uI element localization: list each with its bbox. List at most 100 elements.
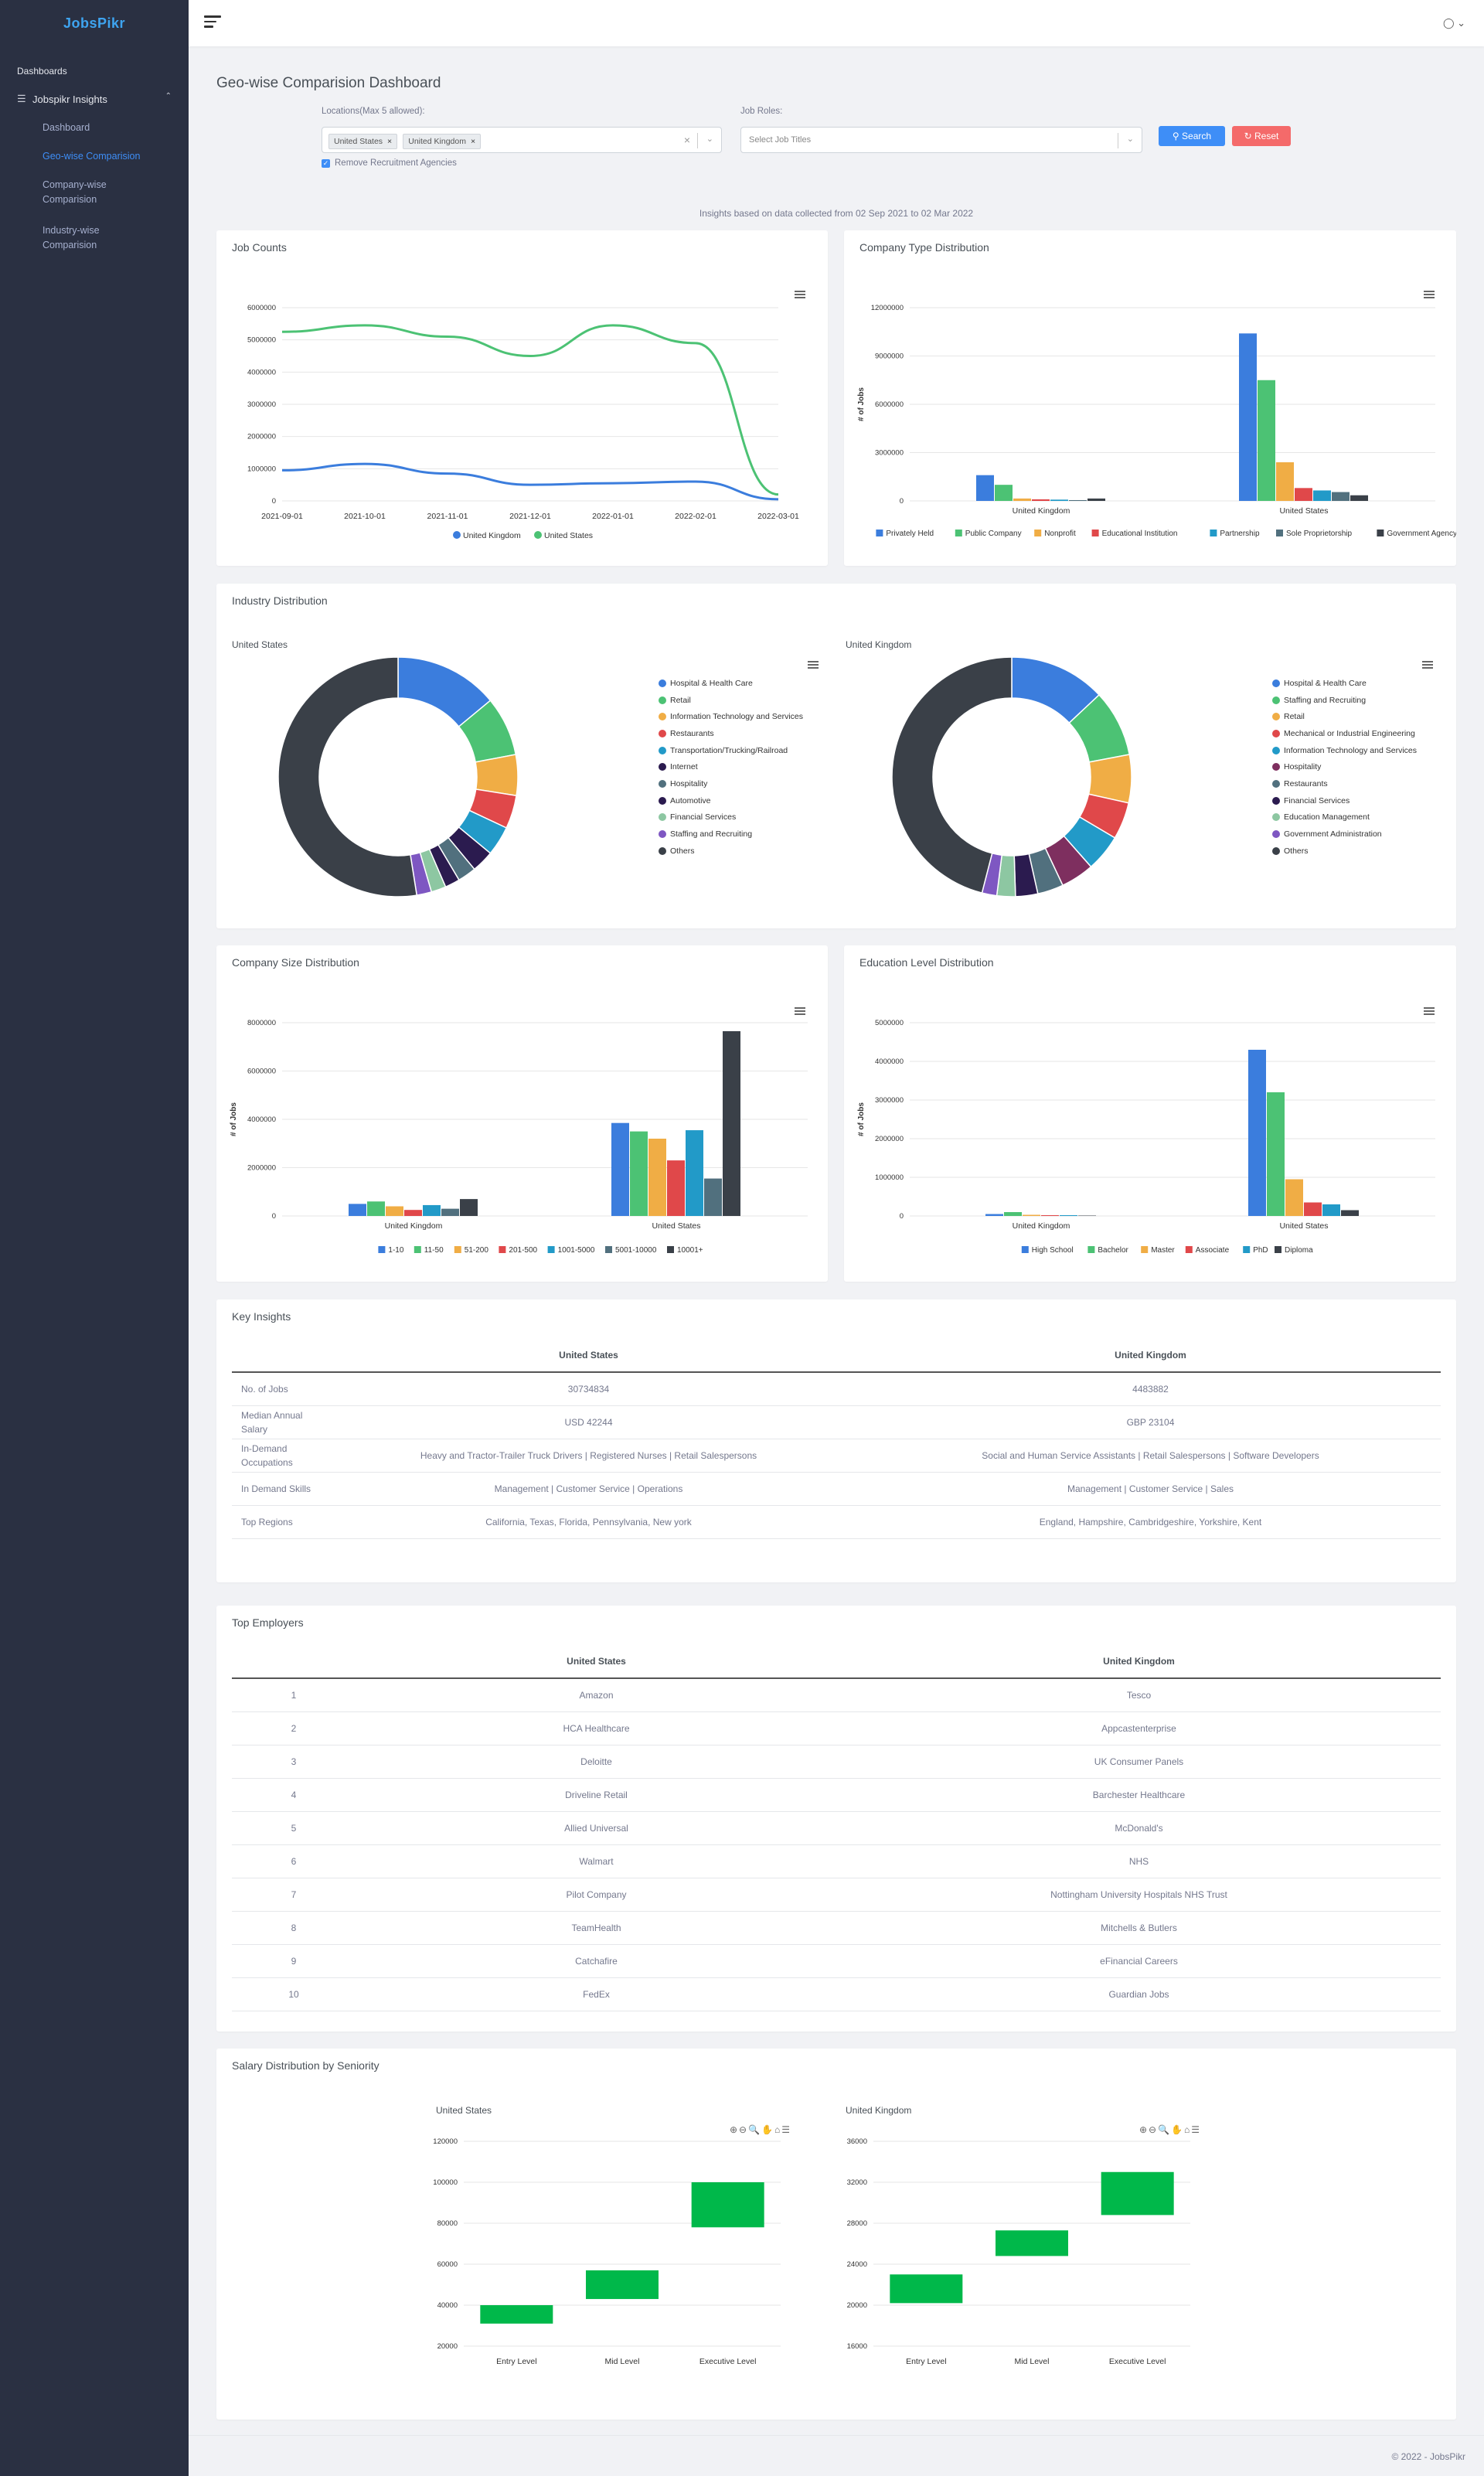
legend-item[interactable]: Hospitality — [659, 775, 803, 792]
legend-item[interactable]: Information Technology and Services — [659, 708, 803, 725]
x-tick-label: United Kingdom — [1013, 506, 1070, 516]
bar — [1267, 1092, 1285, 1216]
chart-menu-icon[interactable] — [808, 661, 819, 670]
job-counts-chart: 0 1000000 2000000 3000000 4000000 5000000 6000… — [247, 304, 799, 540]
page-title: Geo-wise Comparision Dashboard — [216, 75, 441, 91]
legend-label: Information Technology and Services — [1284, 745, 1417, 755]
legend-item[interactable]: Others — [1272, 843, 1417, 860]
legend-item[interactable]: Hospital & Health Care — [659, 675, 803, 692]
chart-menu-icon[interactable] — [795, 1007, 805, 1017]
y-axis-label: # of Jobs — [230, 1102, 238, 1136]
uk-salary-label: United Kingdom — [846, 2105, 912, 2116]
legend-label: Others — [1284, 846, 1309, 856]
y-tick-label: 40000 — [437, 2301, 458, 2310]
user-menu-icon[interactable]: ◯ ⌄ — [1442, 17, 1465, 29]
legend-marker — [659, 796, 666, 805]
clear-icon[interactable]: × — [683, 134, 690, 146]
reset-button[interactable]: ↻ Reset — [1232, 126, 1291, 146]
y-tick-label: 36000 — [847, 2137, 867, 2146]
legend-item[interactable]: Retail — [1272, 708, 1417, 725]
card-title: Salary Distribution by Seniority — [232, 2059, 380, 2072]
legend-item[interactable]: Hospitality — [1272, 758, 1417, 775]
locations-select[interactable]: United States × United Kingdom × × ⌄ — [322, 127, 722, 153]
legend-swatch — [547, 1246, 555, 1253]
remove-agencies-checkbox[interactable]: ✓ Remove Recruitment Agencies — [322, 158, 457, 168]
location-chip[interactable]: United States × — [328, 134, 398, 149]
sidebar-item-industry-wise[interactable]: Industry-wise Comparision — [43, 225, 100, 250]
legend-item[interactable]: Internet — [659, 758, 803, 775]
legend-label: Hospitality — [670, 778, 708, 788]
check-icon: ✓ — [322, 158, 330, 168]
legend-item[interactable]: Financial Services — [1272, 792, 1417, 809]
table-cell: Heavy and Tractor-Trailer Truck Drivers … — [317, 1439, 860, 1473]
legend-label: Educational Institution — [1102, 530, 1178, 538]
legend-label: Hospitality — [1284, 762, 1322, 772]
y-tick-label: 3000000 — [875, 1096, 904, 1105]
remove-chip-icon[interactable]: × — [470, 137, 476, 146]
chevron-down-icon[interactable]: ⌄ — [1126, 135, 1134, 144]
menu-toggle-icon[interactable] — [204, 15, 221, 29]
table-cell: Amazon — [356, 1678, 837, 1712]
legend-marker — [1272, 746, 1280, 754]
bar — [1013, 498, 1031, 501]
legend-label: 201-500 — [509, 1246, 537, 1255]
legend-marker — [659, 713, 666, 721]
table-cell: USD 42244 — [317, 1405, 860, 1439]
legend-item[interactable]: Transportation/Trucking/Railroad — [659, 742, 803, 759]
legend-label: Staffing and Recruiting — [1284, 695, 1367, 705]
location-chip[interactable]: United Kingdom × — [403, 134, 482, 149]
sidebar-item-geo-wise[interactable]: Geo-wise Comparision — [43, 151, 141, 162]
y-tick-label: 8000000 — [247, 1019, 276, 1027]
table-cell: eFinancial Careers — [837, 1944, 1441, 1978]
chart-menu-icon[interactable] — [795, 291, 805, 300]
table-cell: Appcastenterprise — [837, 1711, 1441, 1745]
chart-menu-icon[interactable] — [1424, 1007, 1435, 1017]
legend-item[interactable]: Others — [659, 843, 803, 860]
sidebar-group-insights[interactable]: ☰ Jobspikr Insights ⌃ — [17, 90, 172, 107]
bar — [1050, 499, 1068, 501]
table-row: 7 Pilot Company Nottingham University Hosp… — [232, 1878, 1441, 1912]
y-tick-label: 4000000 — [247, 1115, 276, 1124]
x-tick-label: United Kingdom — [385, 1221, 443, 1231]
legend-label: Transportation/Trucking/Railroad — [670, 745, 788, 755]
legend-item[interactable]: Staffing and Recruiting — [659, 826, 803, 843]
chevron-down-icon[interactable]: ⌄ — [706, 135, 713, 144]
legend-item[interactable]: Information Technology and Services — [1272, 742, 1417, 759]
legend-item[interactable]: Automotive — [659, 792, 803, 809]
search-button[interactable]: ⚲ Search — [1159, 126, 1225, 146]
chart-menu-icon[interactable] — [1424, 291, 1435, 300]
legend-item[interactable]: Restaurants — [659, 725, 803, 742]
table-row: 3 Deloitte UK Consumer Panels — [232, 1745, 1441, 1779]
legend-item[interactable]: Education Management — [1272, 809, 1417, 826]
remove-chip-icon[interactable]: × — [387, 137, 393, 146]
y-tick-label: 4000000 — [875, 1057, 904, 1066]
legend-marker — [1272, 830, 1280, 839]
legend-item[interactable]: Hospital & Health Care — [1272, 675, 1417, 692]
x-tick-label: Executive Level — [1109, 2357, 1166, 2366]
y-tick-label: 6000000 — [875, 400, 904, 409]
logo[interactable]: JobsPikr — [63, 15, 126, 31]
legend-label: Staffing and Recruiting — [670, 829, 753, 840]
table-cell: 7 — [232, 1878, 356, 1912]
legend-swatch — [1276, 530, 1283, 536]
legend-label: Financial Services — [1284, 795, 1350, 805]
legend-swatch — [1377, 530, 1384, 536]
legend-label: Public Company — [965, 530, 1022, 538]
legend-item[interactable]: Mechanical or Industrial Engineering — [1272, 725, 1417, 742]
table-row: 1 Amazon Tesco — [232, 1678, 1441, 1712]
zoom-toolbar[interactable]: ⊕⊖🔍✋⌂☰ — [1139, 2124, 1201, 2135]
column-header: United States — [317, 1338, 860, 1373]
legend-item[interactable]: Financial Services — [659, 809, 803, 826]
legend-label: Hospital & Health Care — [670, 678, 753, 688]
job-roles-select[interactable]: Select Job Titles ⌄ — [740, 127, 1142, 153]
sidebar-item-dashboard[interactable]: Dashboard — [43, 122, 90, 133]
legend-item[interactable]: Restaurants — [1272, 775, 1417, 792]
bar — [985, 1214, 1003, 1216]
chart-menu-icon[interactable] — [1422, 661, 1433, 670]
table-row: 5 Allied Universal McDonald's — [232, 1811, 1441, 1845]
legend-item[interactable]: Retail — [659, 692, 803, 709]
sidebar-item-company-wise[interactable]: Company-wise Comparision — [43, 179, 107, 205]
zoom-toolbar[interactable]: ⊕⊖🔍✋⌂☰ — [730, 2124, 791, 2135]
legend-item[interactable]: Government Administration — [1272, 826, 1417, 843]
legend-item[interactable]: Staffing and Recruiting — [1272, 692, 1417, 709]
